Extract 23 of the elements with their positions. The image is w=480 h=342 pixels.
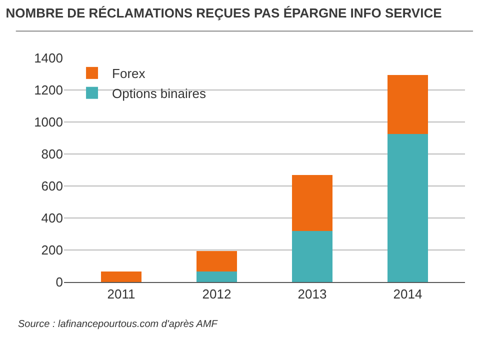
y-tick-label: 1400 (34, 50, 63, 66)
chart-title: NOMBRE DE RÉCLAMATIONS REÇUES PAS ÉPARGNE INFO SERVICE (6, 6, 442, 21)
bar (101, 272, 142, 282)
y-tick-label: 1000 (34, 114, 63, 130)
bar (292, 174, 332, 231)
legend-label: Forex (112, 66, 146, 82)
source-note: Source : lafinancepourtous.com d'après AMF (18, 319, 218, 330)
y-tick-label: 200 (41, 242, 63, 258)
y-tick-label: 400 (41, 210, 63, 226)
bar (388, 134, 428, 282)
bar (292, 230, 332, 282)
bar (196, 250, 237, 272)
bar (388, 74, 428, 134)
y-tick-label: 0 (56, 274, 63, 290)
x-tick-label: 2013 (298, 286, 327, 302)
x-tick-label: 2011 (107, 286, 136, 302)
bar (196, 272, 237, 282)
y-tick-label: 1200 (34, 82, 63, 98)
y-tick-label: 800 (41, 146, 63, 162)
y-tick-label: 600 (41, 178, 63, 194)
legend-label: Options binaires (112, 86, 206, 101)
x-tick-label: 2012 (202, 286, 232, 302)
x-tick-label: 2014 (393, 286, 422, 302)
